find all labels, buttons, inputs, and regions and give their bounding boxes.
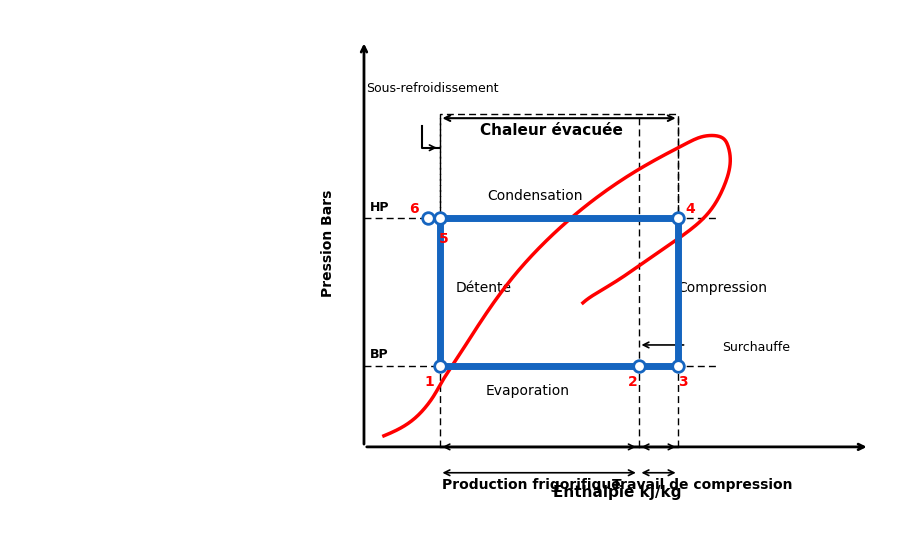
Text: 3: 3 (678, 375, 688, 389)
Text: 4: 4 (686, 202, 696, 216)
Text: Evaporation: Evaporation (485, 384, 569, 398)
Point (671, 213, 686, 222)
Text: 1: 1 (425, 375, 434, 389)
Text: Compression: Compression (677, 281, 767, 295)
Text: Travail de compression: Travail de compression (612, 478, 793, 493)
Text: 2: 2 (627, 375, 637, 389)
Text: Surchauffe: Surchauffe (722, 341, 790, 353)
Text: Condensation: Condensation (488, 189, 583, 203)
Text: BP: BP (371, 348, 389, 361)
Text: Chaleur évacuée: Chaleur évacuée (480, 123, 623, 138)
Text: HP: HP (371, 201, 390, 213)
Text: Détente: Détente (455, 281, 511, 295)
Text: 6: 6 (410, 202, 419, 216)
Text: Production frigorifique: Production frigorifique (442, 478, 620, 493)
Point (432, 213, 446, 222)
Text: 5: 5 (438, 232, 448, 245)
Text: Enthalpie kj/kg: Enthalpie kj/kg (553, 485, 681, 500)
Text: Sous-refroidissement: Sous-refroidissement (366, 82, 499, 95)
Point (420, 213, 435, 222)
Point (632, 361, 646, 370)
Text: Pression Bars: Pression Bars (321, 190, 335, 297)
Point (671, 361, 686, 370)
Point (432, 361, 446, 370)
